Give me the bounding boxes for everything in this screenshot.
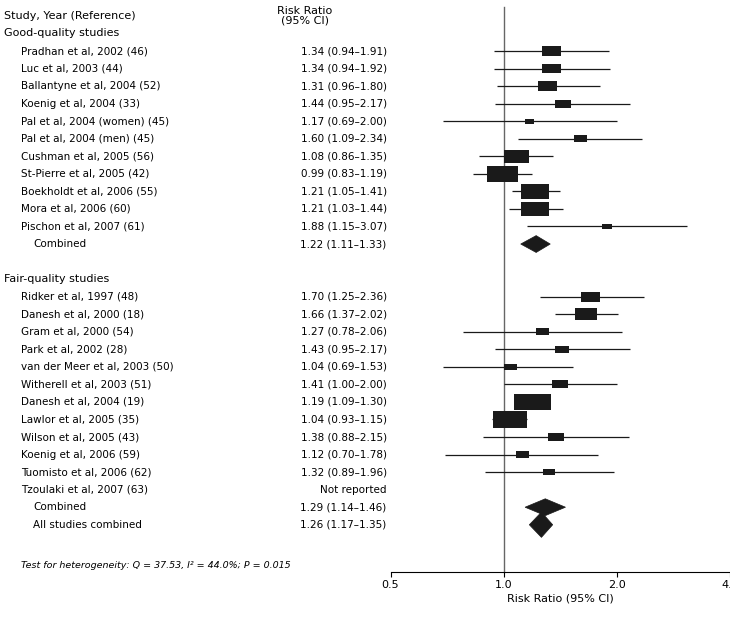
- Text: 1.17 (0.69–2.00): 1.17 (0.69–2.00): [301, 116, 387, 126]
- Bar: [542, 469, 556, 475]
- Text: van der Meer et al, 2003 (50): van der Meer et al, 2003 (50): [21, 362, 174, 372]
- Text: Koenig et al, 2006 (59): Koenig et al, 2006 (59): [21, 450, 140, 459]
- Bar: [556, 100, 571, 108]
- Text: 1.04 (0.93–1.15): 1.04 (0.93–1.15): [301, 415, 387, 424]
- Polygon shape: [525, 499, 566, 516]
- Text: 1.43 (0.95–2.17): 1.43 (0.95–2.17): [301, 345, 387, 354]
- Text: Cushman et al, 2005 (56): Cushman et al, 2005 (56): [21, 151, 155, 161]
- Bar: [552, 380, 568, 389]
- Text: 1.21 (1.03–1.44): 1.21 (1.03–1.44): [301, 204, 387, 214]
- Text: 1.31 (0.96–1.80): 1.31 (0.96–1.80): [301, 81, 387, 91]
- Bar: [548, 433, 564, 441]
- Text: 1.32 (0.89–1.96): 1.32 (0.89–1.96): [301, 467, 387, 477]
- Polygon shape: [529, 512, 553, 537]
- Text: 1.41 (1.00–2.00): 1.41 (1.00–2.00): [301, 380, 387, 389]
- Text: Fair-quality studies: Fair-quality studies: [4, 274, 110, 284]
- Text: 1.12 (0.70–1.78): 1.12 (0.70–1.78): [301, 450, 387, 459]
- Text: Wilson et al, 2005 (43): Wilson et al, 2005 (43): [21, 432, 139, 442]
- Bar: [516, 451, 529, 458]
- Text: 1.04 (0.69–1.53): 1.04 (0.69–1.53): [301, 362, 387, 372]
- Text: Danesh et al, 2004 (19): Danesh et al, 2004 (19): [21, 397, 145, 407]
- Text: 1.21 (1.05–1.41): 1.21 (1.05–1.41): [301, 186, 387, 197]
- Text: Ridker et al, 1997 (48): Ridker et al, 1997 (48): [21, 292, 139, 302]
- Bar: [542, 64, 561, 73]
- Text: Park et al, 2002 (28): Park et al, 2002 (28): [21, 345, 128, 354]
- Text: 1.70 (1.25–2.36): 1.70 (1.25–2.36): [301, 292, 387, 302]
- Text: Study, Year (Reference): Study, Year (Reference): [4, 11, 136, 21]
- Text: Lawlor et al, 2005 (35): Lawlor et al, 2005 (35): [21, 415, 139, 424]
- Bar: [542, 46, 561, 56]
- Text: 1.66 (1.37–2.02): 1.66 (1.37–2.02): [301, 309, 387, 319]
- Text: Mora et al, 2006 (60): Mora et al, 2006 (60): [21, 204, 131, 214]
- Bar: [493, 412, 527, 427]
- Text: 1.22 (1.11–1.33): 1.22 (1.11–1.33): [300, 239, 387, 249]
- Bar: [537, 329, 549, 335]
- Text: Koenig et al, 2004 (33): Koenig et al, 2004 (33): [21, 99, 140, 108]
- Text: Pischon et al, 2007 (61): Pischon et al, 2007 (61): [21, 221, 145, 232]
- Bar: [602, 224, 612, 229]
- Text: Not reported: Not reported: [320, 485, 387, 494]
- Text: 1.88 (1.15–3.07): 1.88 (1.15–3.07): [301, 221, 387, 232]
- Polygon shape: [520, 235, 550, 253]
- Text: Pal et al, 2004 (men) (45): Pal et al, 2004 (men) (45): [21, 134, 155, 144]
- Bar: [514, 394, 550, 410]
- Text: Risk Ratio: Risk Ratio: [277, 6, 332, 16]
- Text: (95% CI): (95% CI): [280, 16, 328, 26]
- Bar: [555, 346, 569, 353]
- Text: Good-quality studies: Good-quality studies: [4, 29, 119, 38]
- Text: 1.26 (1.17–1.35): 1.26 (1.17–1.35): [300, 520, 387, 530]
- Text: Combined: Combined: [33, 239, 86, 249]
- Bar: [574, 135, 587, 142]
- Bar: [581, 292, 600, 302]
- Text: 1.29 (1.14–1.46): 1.29 (1.14–1.46): [300, 502, 387, 512]
- Bar: [504, 150, 529, 163]
- Text: St-Pierre et al, 2005 (42): St-Pierre et al, 2005 (42): [21, 169, 150, 179]
- Bar: [520, 184, 549, 199]
- Text: Danesh et al, 2000 (18): Danesh et al, 2000 (18): [21, 309, 145, 319]
- Text: 1.19 (1.09–1.30): 1.19 (1.09–1.30): [301, 397, 387, 407]
- Text: All studies combined: All studies combined: [33, 520, 142, 530]
- Text: Pal et al, 2004 (women) (45): Pal et al, 2004 (women) (45): [21, 116, 169, 126]
- Text: Ballantyne et al, 2004 (52): Ballantyne et al, 2004 (52): [21, 81, 161, 91]
- Text: Boekholdt et al, 2006 (55): Boekholdt et al, 2006 (55): [21, 186, 158, 197]
- Text: Pradhan et al, 2002 (46): Pradhan et al, 2002 (46): [21, 46, 148, 56]
- Text: Gram et al, 2000 (54): Gram et al, 2000 (54): [21, 327, 134, 337]
- Text: Test for heterogeneity: Q = 37.53, I² = 44.0%; P = 0.015: Test for heterogeneity: Q = 37.53, I² = …: [21, 561, 291, 570]
- Bar: [520, 202, 549, 216]
- Text: 1.34 (0.94–1.92): 1.34 (0.94–1.92): [301, 64, 387, 73]
- Text: 1.27 (0.78–2.06): 1.27 (0.78–2.06): [301, 327, 387, 337]
- Bar: [575, 309, 597, 320]
- Text: 1.34 (0.94–1.91): 1.34 (0.94–1.91): [301, 46, 387, 56]
- Text: Luc et al, 2003 (44): Luc et al, 2003 (44): [21, 64, 123, 73]
- Text: 1.44 (0.95–2.17): 1.44 (0.95–2.17): [301, 99, 387, 108]
- Text: 1.38 (0.88–2.15): 1.38 (0.88–2.15): [301, 432, 387, 442]
- Text: Combined: Combined: [33, 502, 86, 512]
- Text: Witherell et al, 2003 (51): Witherell et al, 2003 (51): [21, 380, 152, 389]
- Bar: [524, 119, 534, 124]
- Text: 1.08 (0.86–1.35): 1.08 (0.86–1.35): [301, 151, 387, 161]
- Bar: [504, 364, 517, 370]
- Text: Tzoulaki et al, 2007 (63): Tzoulaki et al, 2007 (63): [21, 485, 148, 494]
- Bar: [538, 81, 557, 91]
- Text: 1.60 (1.09–2.34): 1.60 (1.09–2.34): [301, 134, 387, 144]
- X-axis label: Risk Ratio (95% CI): Risk Ratio (95% CI): [507, 594, 614, 604]
- Bar: [486, 166, 518, 182]
- Text: 0.99 (0.83–1.19): 0.99 (0.83–1.19): [301, 169, 387, 179]
- Text: Tuomisto et al, 2006 (62): Tuomisto et al, 2006 (62): [21, 467, 152, 477]
